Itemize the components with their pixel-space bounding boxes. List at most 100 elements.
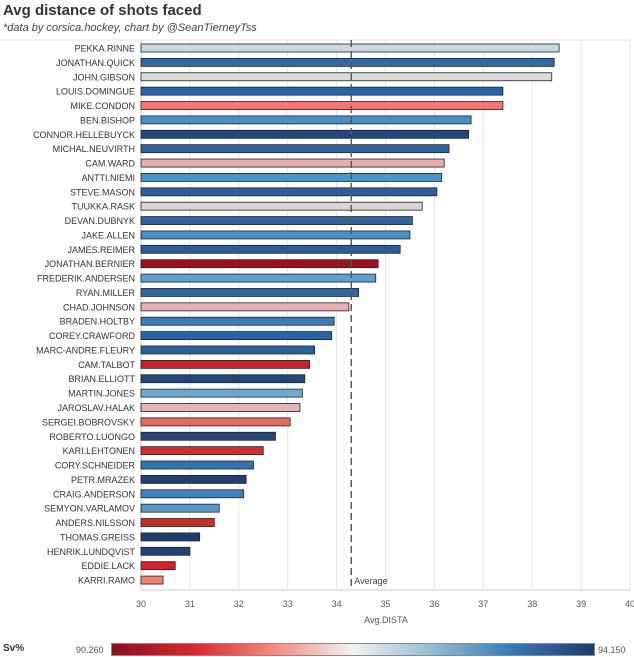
row-label: DEVAN.DUBNYK — [65, 216, 135, 226]
average-label: Average — [354, 576, 387, 586]
bar — [140, 359, 311, 369]
row-label: BRADEN.HOLTBY — [60, 317, 135, 327]
bar — [140, 72, 553, 82]
bar — [140, 503, 220, 513]
bar — [140, 230, 411, 240]
bar — [140, 316, 335, 326]
row-label: LOUIS.DOMINGUE — [56, 87, 135, 97]
bar — [140, 532, 201, 542]
bar — [140, 474, 247, 484]
row-label: SERGEI.BOBROVSKY — [42, 417, 135, 427]
row-label: PEKKA.RINNE — [74, 44, 135, 54]
chart-subtitle: *data by corsica.hockey, chart by @SeanT… — [3, 22, 257, 34]
reference-line-group: Average — [350, 40, 388, 590]
bar — [140, 43, 560, 53]
row-label: EDDIE.LACK — [81, 561, 135, 571]
legend-color-gradient — [111, 643, 595, 656]
bar — [140, 216, 413, 225]
x-tick-label: 33 — [283, 599, 293, 609]
x-tick-label: 35 — [380, 599, 390, 609]
x-axis: 30 31 32 33 34 35 36 37 38 39 40 Avg.DISTA — [136, 599, 634, 625]
bar — [140, 417, 291, 427]
x-axis-title: Avg.DISTA — [364, 615, 408, 625]
row-labels: PEKKA.RINNE JONATHAN.QUICK JOHN.GIBSON LOUI… — [33, 44, 136, 586]
row-label: FREDERIK.ANDERSEN — [37, 274, 135, 284]
x-tick-label: 31 — [185, 599, 195, 609]
bar — [140, 57, 555, 67]
legend-title: Sv% — [3, 643, 25, 654]
legend-min-value: 90.260 — [76, 645, 104, 655]
row-label: CHAD.JOHNSON — [63, 302, 135, 312]
chart-title: Avg distance of shots faced — [3, 2, 202, 19]
bar — [140, 518, 215, 527]
grid-lines — [0, 39, 631, 591]
row-label: TUUKKA.RASK — [71, 202, 135, 212]
row-label: JOHN.GIBSON — [73, 72, 135, 82]
row-label: CRAIG.ANDERSON — [53, 489, 135, 499]
row-label: HENRIK.LUNDQVIST — [47, 547, 136, 557]
row-label: ANDERS.NILSSON — [55, 518, 135, 528]
bar — [140, 388, 303, 398]
x-tick-label: 37 — [478, 599, 488, 609]
row-label: THOMAS.GREISS — [60, 532, 135, 542]
bar — [140, 273, 377, 283]
row-label: KARRI.RAMO — [78, 576, 135, 586]
bar — [140, 187, 438, 197]
bar — [140, 115, 472, 125]
row-label: CORY.SCHNEIDER — [55, 461, 136, 471]
row-label: KARI.LEHTONEN — [63, 446, 135, 456]
bar — [140, 431, 276, 441]
row-label: ROBERTO.LUONGO — [49, 432, 135, 442]
row-label: JAROSLAV.HALAK — [57, 403, 135, 413]
row-label: ANTTI.NIEMI — [82, 173, 136, 183]
bar — [140, 259, 379, 269]
bar — [140, 129, 470, 139]
row-label: JONATHAN.BERNIER — [45, 259, 136, 269]
x-tick-label: 34 — [332, 599, 342, 609]
row-label: CAM.WARD — [85, 159, 135, 169]
bar — [140, 374, 306, 384]
row-label: BEN.BISHOP — [80, 115, 135, 125]
row-label: JONATHAN.QUICK — [56, 58, 135, 68]
row-label: MARC-ANDRE.FLEURY — [36, 345, 135, 355]
bar — [140, 546, 191, 556]
bar — [140, 460, 254, 470]
bar — [140, 101, 504, 110]
bar — [140, 288, 360, 297]
bar — [140, 158, 445, 168]
bar — [140, 403, 301, 412]
row-label: PETR.MRAZEK — [71, 475, 135, 485]
row-label: COREY.CRAWFORD — [49, 331, 136, 341]
bar — [140, 144, 450, 154]
row-label: JAKE.ALLEN — [81, 230, 135, 240]
row-label: STEVE.MASON — [70, 187, 135, 197]
bar — [140, 331, 333, 341]
bar — [140, 173, 443, 182]
x-tick-label: 38 — [527, 599, 537, 609]
x-tick-label: 40 — [625, 599, 634, 609]
bar — [140, 446, 264, 456]
x-tick-label: 30 — [136, 599, 146, 609]
x-tick-label: 36 — [429, 599, 439, 609]
row-label: SEMYON.VARLAMOV — [44, 504, 135, 514]
row-label: MIKE.CONDON — [70, 101, 135, 111]
bar — [140, 345, 315, 355]
row-label: RYAN.MILLER — [76, 288, 136, 298]
bar — [140, 575, 164, 585]
x-tick-label: 39 — [576, 599, 586, 609]
bar — [140, 489, 245, 499]
bar-chart: PEKKA.RINNE JONATHAN.QUICK JOHN.GIBSON LOUI… — [0, 39, 634, 625]
legend-max-value: 94.150 — [598, 645, 626, 655]
row-label: BRIAN.ELLIOTT — [68, 374, 135, 384]
x-tick-label: 32 — [234, 599, 244, 609]
row-label: CONNOR.HELLEBUYCK — [33, 130, 135, 140]
row-label: CAM.TALBOT — [78, 360, 135, 370]
bar — [140, 201, 423, 211]
bars — [140, 43, 560, 585]
row-label: JAMES.REIMER — [67, 245, 135, 255]
bar — [140, 302, 350, 312]
bar — [140, 244, 401, 254]
bar — [140, 561, 176, 571]
row-label: MICHAL.NEUVIRTH — [53, 144, 135, 154]
bar — [140, 86, 504, 96]
